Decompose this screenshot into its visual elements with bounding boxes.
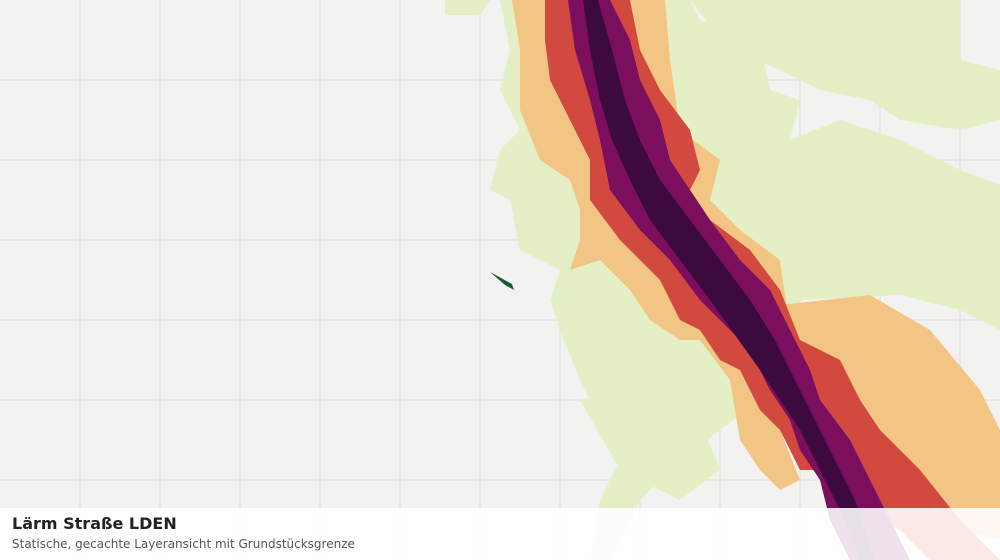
noise-zone-high [568,0,910,560]
info-panel: Lärm Straße LDEN Statische, gecachte Lay… [0,508,1000,560]
panel-title: Lärm Straße LDEN [12,514,177,533]
noise-zone-highest [583,0,875,560]
panel-subtitle: Statische, gecachte Layeransicht mit Gru… [12,537,355,551]
marker-line [490,272,514,290]
